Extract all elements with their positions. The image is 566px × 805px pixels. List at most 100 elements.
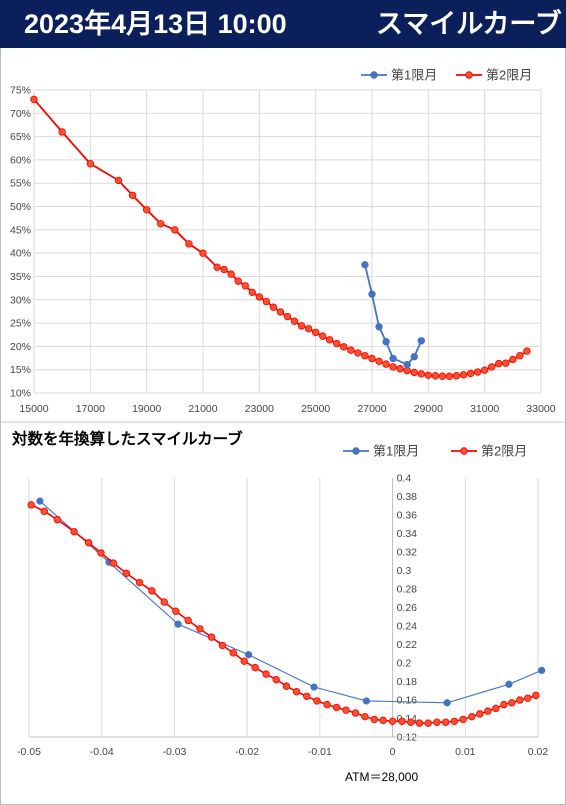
x-tick-label: 21000: [188, 403, 217, 415]
data-point-2: [157, 220, 165, 228]
legend-marker-1: [352, 447, 360, 455]
data-point-2: [122, 569, 131, 577]
data-point-1: [174, 620, 182, 628]
data-point-2: [354, 349, 362, 357]
y-tick-label: 70%: [10, 108, 31, 120]
x-tick-label: 19000: [132, 403, 161, 415]
x-tick-label: 27000: [357, 403, 386, 415]
y-tick-label: 50%: [10, 201, 31, 213]
data-point-2: [480, 366, 489, 374]
data-point-2: [172, 607, 180, 615]
data-point-2: [304, 324, 313, 333]
data-point-2: [532, 691, 540, 700]
data-point-2: [433, 718, 441, 726]
data-point-2: [523, 347, 531, 355]
data-point-2: [407, 718, 415, 726]
data-point-2: [488, 363, 496, 371]
data-point-2: [272, 675, 280, 684]
legend-marker-1: [370, 71, 378, 79]
data-point-2: [333, 339, 341, 348]
data-point-2: [241, 282, 249, 290]
data-point-2: [109, 559, 118, 567]
data-point-2: [220, 265, 228, 274]
data-point-2: [502, 359, 510, 367]
data-point-2: [171, 226, 179, 234]
data-point-2: [459, 715, 467, 724]
data-point-2: [495, 359, 503, 368]
data-point-2: [240, 657, 248, 665]
x-tick-label: 33000: [526, 403, 555, 415]
data-point-1: [443, 699, 451, 707]
data-point-2: [450, 717, 459, 725]
x-tick-label: 23000: [245, 403, 274, 415]
y-tick-label: 55%: [10, 178, 31, 190]
y-tick-label: 0.4: [397, 473, 412, 485]
data-point-2: [466, 369, 475, 378]
data-point-2: [326, 336, 334, 344]
data-point-2: [342, 706, 350, 714]
data-point-2: [389, 363, 397, 371]
legend-label-1: 第1限月: [373, 444, 419, 459]
data-point-1: [505, 680, 513, 688]
data-point-2: [382, 360, 390, 368]
data-point-2: [128, 191, 137, 200]
data-point-2: [445, 372, 454, 380]
data-point-1: [244, 651, 253, 659]
y-tick-label: 0.2: [397, 658, 412, 670]
data-point-2: [476, 710, 484, 718]
data-point-2: [340, 343, 348, 351]
chart-title: 対数を年換算したスマイルカーブ: [11, 429, 243, 448]
data-point-2: [410, 368, 418, 377]
data-point-1: [361, 261, 369, 269]
data-point-2: [473, 368, 482, 376]
data-point-1: [310, 683, 318, 691]
legend-marker-2: [465, 71, 473, 79]
y-tick-label: 40%: [10, 248, 31, 260]
legend-marker-2: [460, 447, 468, 455]
header-date: 2023年4月13日 10:00: [24, 9, 287, 39]
y-tick-label: 0.36: [397, 510, 418, 522]
x-tick-label: -0.02: [235, 746, 259, 758]
atm-annotation: ATM＝28,000: [345, 770, 418, 784]
data-point-2: [347, 346, 355, 354]
data-point-2: [229, 649, 238, 657]
data-point-2: [375, 357, 383, 366]
y-tick-label: 0.28: [397, 584, 418, 596]
data-point-2: [468, 712, 476, 721]
data-point-1: [36, 497, 44, 505]
data-point-1: [375, 323, 383, 331]
x-tick-label: 25000: [301, 403, 330, 415]
x-tick-label: -0.03: [162, 746, 186, 758]
x-tick-label: 0.02: [528, 746, 549, 758]
data-point-2: [370, 715, 379, 724]
data-point-2: [282, 682, 291, 690]
data-point-2: [509, 355, 517, 364]
data-point-2: [53, 515, 62, 524]
data-point-2: [160, 598, 168, 606]
legend-label-1: 第1限月: [391, 68, 437, 83]
data-point-2: [424, 371, 433, 379]
x-tick-label: -0.05: [17, 746, 41, 758]
data-point-2: [438, 372, 447, 380]
data-point-2: [516, 696, 524, 704]
y-tick-label: 35%: [10, 271, 31, 283]
series-line-1: [364, 264, 423, 366]
data-point-2: [283, 312, 292, 321]
data-point-1: [382, 338, 390, 346]
y-tick-label: 45%: [10, 224, 31, 236]
y-tick-label: 0.24: [397, 621, 418, 633]
data-point-2: [292, 687, 301, 696]
data-point-2: [184, 616, 192, 625]
data-point-2: [484, 707, 492, 715]
data-point-2: [148, 587, 156, 595]
data-point-2: [492, 704, 500, 713]
data-point-2: [452, 372, 461, 380]
x-tick-label: -0.01: [308, 746, 332, 758]
data-point-2: [319, 332, 327, 340]
data-point-2: [524, 694, 532, 702]
data-point-2: [58, 128, 66, 136]
data-point-1: [368, 290, 376, 298]
data-point-2: [424, 719, 432, 727]
data-point-2: [276, 308, 285, 316]
data-point-2: [313, 697, 321, 705]
